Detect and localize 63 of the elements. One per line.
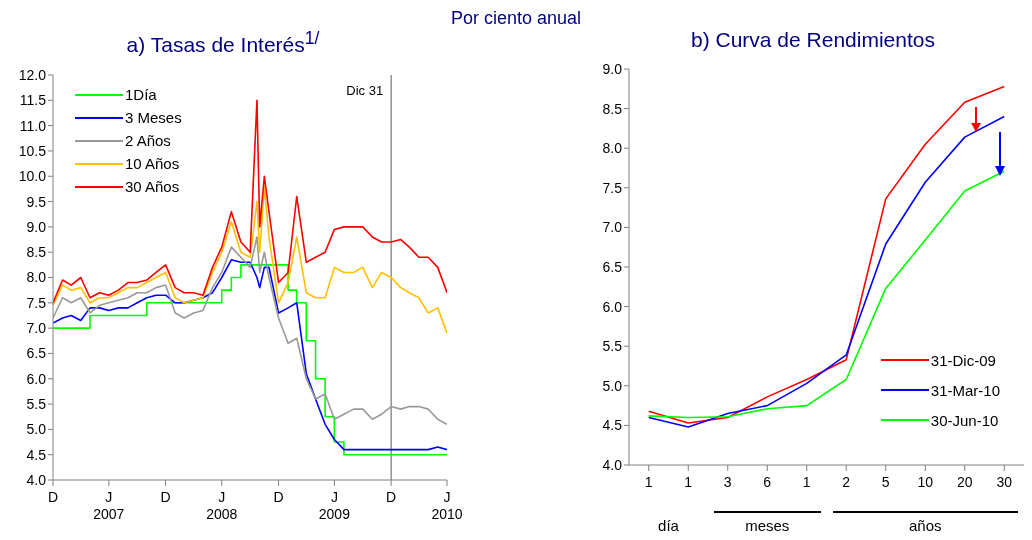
y-tick-label: 11.0 (19, 117, 47, 134)
y-tick-label: 9.5 (26, 193, 47, 210)
chart-title: b) Curva de Rendimientos (690, 28, 936, 52)
x-tick-label: 3 (723, 474, 732, 490)
legend-label: 30-Jun-10 (930, 411, 999, 429)
y-tick-label: 4.5 (26, 446, 47, 463)
y-tick-label: 12.0 (18, 66, 47, 83)
x-tick-label: 30 (996, 474, 1013, 490)
legend-label: 30 Años (125, 178, 180, 195)
y-tick-label: 7.5 (602, 179, 623, 196)
legend-label: 2 Años (125, 132, 171, 149)
y-tick-label: 5.0 (26, 421, 47, 438)
legend-label: 10 Años (125, 155, 180, 172)
y-tick-label: 7.0 (602, 219, 623, 236)
line-series (53, 236, 447, 426)
legend-label: 31-Mar-10 (930, 381, 1000, 399)
y-tick-label: 4.5 (602, 417, 623, 434)
chart-title: a) Tasas de Interés$^{1/}$ (125, 28, 321, 57)
y-tick-label: 8.0 (602, 140, 623, 157)
text: años (908, 517, 943, 534)
y-tick-label: 8.5 (602, 100, 623, 117)
y-tick-label: 4.0 (602, 456, 623, 473)
x-tick-label: J 2007 (93, 489, 125, 522)
ref-line-label: Dic 31 (346, 83, 384, 98)
x-tick-label: 6 (763, 474, 772, 490)
y-tick-label: 7.5 (26, 294, 47, 311)
x-tick-label: J 2010 (431, 489, 463, 522)
line-series (53, 99, 447, 304)
x-tick-label: J 2008 (206, 489, 238, 522)
y-tick-label: 9.0 (602, 60, 623, 77)
x-tick-label: 20 (956, 474, 973, 490)
y-tick-label: 6.0 (26, 370, 47, 387)
x-tick-label: 2 (842, 474, 851, 490)
y-tick-label: 4.0 (26, 471, 47, 488)
y-tick-label: 10.0 (18, 168, 47, 185)
y-tick-label: 9.0 (26, 218, 47, 235)
x-tick-label: D (47, 489, 59, 505)
y-tick-label: 11.5 (19, 92, 47, 109)
y-tick-label: 8.5 (26, 244, 47, 261)
text: meses (744, 517, 791, 534)
x-tick-label: 1 (802, 474, 811, 490)
x-tick-label: 1 (684, 474, 693, 490)
legend-label: 1Día (125, 86, 157, 103)
y-tick-label: 5.5 (26, 396, 47, 413)
y-tick-label: 5.0 (602, 377, 623, 394)
x-tick-label: 5 (881, 474, 890, 490)
text: Por ciento anual (449, 8, 583, 29)
y-tick-label: 7.0 (26, 320, 47, 337)
y-tick-label: 10.5 (18, 142, 47, 159)
y-tick-label: 6.0 (602, 298, 623, 315)
x-tick-label: D (160, 489, 171, 505)
x-tick-label: 10 (917, 474, 934, 490)
x-tick-label: D (386, 489, 397, 505)
y-tick-label: 6.5 (602, 258, 623, 275)
y-tick-label: 6.5 (26, 345, 47, 362)
x-tick-label: 1 (644, 474, 653, 490)
legend-label: 31-Dic-09 (930, 351, 996, 369)
legend-label: 3 Meses (125, 109, 182, 126)
text: día (657, 517, 680, 534)
y-tick-label: 5.5 (602, 338, 623, 355)
x-tick-label: J 2009 (318, 489, 351, 522)
x-tick-label: D (273, 489, 284, 505)
y-tick-label: 8.0 (26, 269, 47, 286)
